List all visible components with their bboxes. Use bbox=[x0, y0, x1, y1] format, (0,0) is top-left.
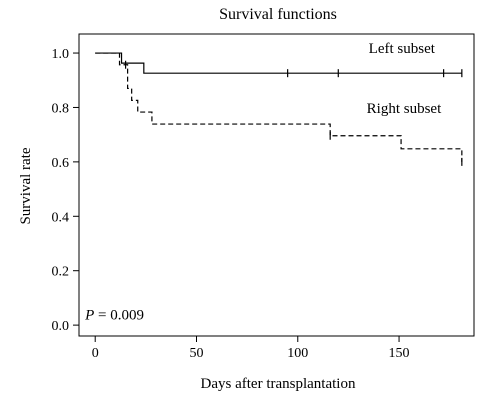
p-value-annotation: P = 0.009 bbox=[84, 308, 144, 324]
x-tick-label: 150 bbox=[389, 346, 410, 361]
series-line-right-subset bbox=[95, 52, 463, 162]
p-symbol: P bbox=[84, 308, 94, 324]
series-line-left-subset bbox=[95, 52, 462, 74]
x-tick-label: 100 bbox=[287, 346, 308, 361]
series-label-right-subset: Right subset bbox=[367, 101, 442, 117]
x-axis-label: Days after transplantation bbox=[201, 376, 356, 392]
x-tick-label: 0 bbox=[92, 346, 99, 361]
y-tick-label: 0.0 bbox=[52, 319, 70, 334]
chart-title: Survival functions bbox=[219, 6, 337, 23]
y-tick-label: 0.6 bbox=[52, 156, 70, 171]
y-axis-label: Survival rate bbox=[18, 147, 34, 224]
annotation-layer: P = 0.009 Left subset Right subset bbox=[84, 41, 442, 324]
y-tick-label: 0.8 bbox=[52, 101, 70, 116]
p-value-text: = 0.009 bbox=[94, 308, 144, 324]
x-tick-label: 50 bbox=[189, 346, 203, 361]
y-axis: 0.0 0.2 0.4 0.6 0.8 1.0 bbox=[52, 47, 79, 334]
y-tick-label: 0.2 bbox=[52, 265, 70, 280]
x-axis: 0 50 100 150 bbox=[92, 336, 410, 361]
series-label-left-subset: Left subset bbox=[369, 41, 436, 57]
y-tick-label: 0.4 bbox=[52, 210, 70, 225]
y-tick-label: 1.0 bbox=[52, 47, 70, 62]
plot-frame bbox=[78, 33, 475, 337]
series-layer bbox=[95, 52, 463, 166]
